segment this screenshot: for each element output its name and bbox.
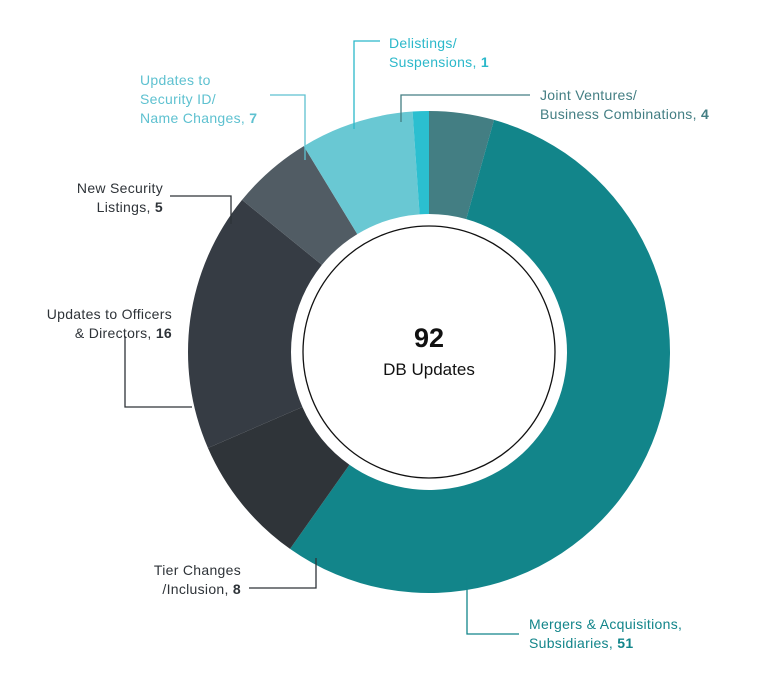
label-line: Joint Ventures/ [540,87,637,103]
label-line: & Directors, 16 [75,325,172,341]
label-line: Name Changes, 7 [140,110,257,126]
label-line: Updates to Officers [47,306,172,322]
label-mergers-acquisitions: Mergers & Acquisitions, Subsidiaries, 51 [529,616,682,651]
leader-line-joint-ventures [400,94,530,122]
label-security-id-name-changes: Updates to Security ID/Name Changes, 7 [140,72,257,126]
leader-line-mergers-acquisitions [466,578,519,635]
slice-tier-changes [207,406,350,549]
label-joint-ventures: Joint Ventures/Business Combinations, 4 [540,87,709,122]
slice-value: 7 [249,110,257,126]
slice-new-security-listings [242,146,358,265]
slice-security-id-name-changes [303,111,420,235]
label-new-security-listings: New Security Listings, 5 [77,180,163,215]
center-ring [302,225,556,479]
leader-line-new-security-listings [170,195,232,224]
slice-value: 1 [481,54,489,70]
slice-value: 4 [701,106,709,122]
center-total-value: 92 [414,323,444,353]
leader-line-officers-directors [124,336,192,408]
label-delistings-suspensions: Delistings/Suspensions, 1 [389,35,489,70]
slice-value: 8 [233,581,241,597]
slice-joint-ventures [429,111,495,220]
leader-line-tier-changes [249,558,317,589]
donut-center: 92 DB Updates [302,225,556,479]
label-line: Business Combinations, 4 [540,106,709,122]
label-line: Suspensions, 1 [389,54,489,70]
slice-delistings-suspensions [412,111,429,215]
slice-officers-directors [188,199,322,449]
label-line: Listings, 5 [97,199,163,215]
slice-mergers-acquisitions [290,119,670,593]
label-line: Tier Changes [154,562,241,578]
label-line: Mergers & Acquisitions, [529,616,682,632]
slice-labels: Mergers & Acquisitions, Subsidiaries, 51 T… [47,35,709,651]
label-line: Subsidiaries, 51 [529,635,633,651]
label-officers-directors: Updates to Officers & Directors, 16 [47,306,172,341]
label-line: /Inclusion, 8 [162,581,241,597]
label-line: New Security [77,180,163,196]
slice-value: 51 [617,635,633,651]
center-caption: DB Updates [383,360,475,379]
donut-segments [188,111,670,593]
leader-line-delistings-suspensions [353,40,380,129]
slice-value: 16 [156,325,172,341]
label-line: Delistings/ [389,35,457,51]
leader-lines [124,40,530,635]
label-tier-changes: Tier Changes/Inclusion, 8 [154,562,241,597]
label-line: Security ID/ [140,91,216,107]
leader-line-security-id-name-changes [270,94,306,160]
slice-value: 5 [155,199,163,215]
label-line: Updates to [140,72,211,88]
